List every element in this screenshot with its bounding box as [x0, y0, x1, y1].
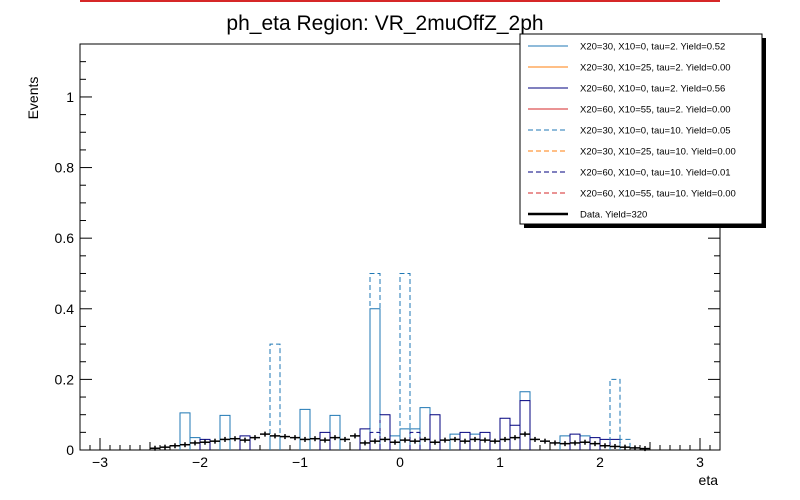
legend-label: Data. Yield=320: [580, 210, 647, 221]
legend-label: X20=30, X10=25, tau=10. Yield=0.00: [580, 147, 736, 158]
series-2-bin: [519, 400, 531, 450]
y-tick-label: 1: [66, 89, 74, 105]
x-tick-label: −3: [92, 454, 108, 470]
y-tick-label: 0.6: [55, 230, 75, 246]
x-tick-label: 1: [496, 454, 504, 470]
series-0-bin: [449, 433, 461, 450]
series-0-bin: [179, 412, 191, 450]
x-tick-label: −1: [292, 454, 308, 470]
legend-label: X20=30, X10=0, tau=2. Yield=0.52: [580, 42, 725, 53]
legend-label: X20=60, X10=55, tau=2. Yield=0.00: [580, 105, 731, 116]
x-tick-label: 3: [696, 454, 704, 470]
x-axis-label: eta: [699, 472, 719, 488]
y-axis-label: Events: [25, 77, 41, 120]
series-4-bin: [269, 343, 281, 450]
y-axis-ticks: 0 0.2 0.4 0.6 0.8 1: [55, 61, 720, 458]
legend: X20=30, X10=0, tau=2. Yield=0.52 X20=30, …: [519, 33, 766, 228]
chart-title: ph_eta Region: VR_2muOffZ_2ph: [226, 12, 543, 35]
legend-label: X20=60, X10=0, tau=10. Yield=0.01: [580, 168, 731, 179]
data-points: [150, 431, 650, 452]
series-2-bin: [359, 428, 371, 450]
series-0-bin: [299, 408, 311, 450]
series-2-bin: [499, 417, 511, 450]
histogram-series: [179, 272, 631, 450]
series-0-bin: [469, 433, 481, 450]
series-4-bin: [609, 378, 621, 450]
series-0-bin: [329, 414, 341, 450]
series-2-bin: [379, 414, 391, 450]
series-0-bin: [419, 407, 431, 450]
series-4-bin: [399, 272, 411, 450]
legend-label: X20=30, X10=0, tau=10. Yield=0.05: [580, 126, 731, 137]
x-tick-label: −2: [192, 454, 208, 470]
legend-label: X20=60, X10=55, tau=10. Yield=0.00: [580, 189, 736, 200]
y-tick-label: 0: [66, 442, 74, 458]
y-tick-label: 0.4: [55, 301, 75, 317]
series-4-bin: [369, 272, 381, 450]
y-tick-label: 0.2: [55, 371, 75, 387]
series-4-bin: [619, 438, 631, 450]
legend-label: X20=60, X10=0, tau=2. Yield=0.56: [580, 84, 725, 95]
x-tick-label: 0: [396, 454, 404, 470]
legend-box: [519, 33, 763, 225]
series-0-bin: [219, 414, 231, 450]
series-2-bin: [429, 414, 441, 450]
y-tick-label: 0.8: [55, 160, 75, 176]
series-2-bin: [319, 431, 331, 450]
legend-label: X20=30, X10=25, tau=2. Yield=0.00: [580, 63, 731, 74]
x-tick-label: 2: [596, 454, 604, 470]
series-0-bin: [369, 308, 381, 450]
series-2-bin: [199, 438, 211, 450]
series-2-bin: [239, 435, 251, 450]
